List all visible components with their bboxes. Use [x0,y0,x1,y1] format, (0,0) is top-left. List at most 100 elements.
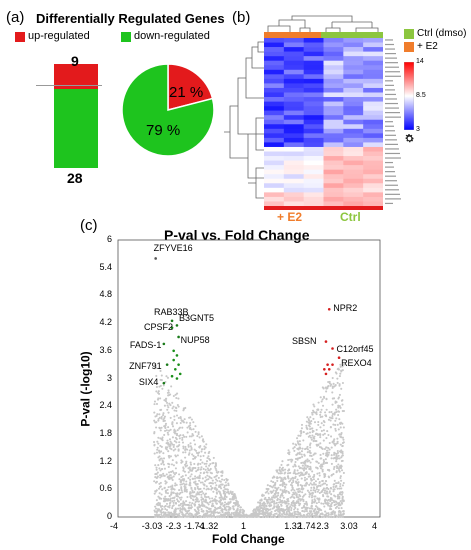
volcano-bg-point [330,462,333,465]
volcano-bg-point [270,490,273,493]
volcano-bg-point [296,458,299,461]
volcano-bg-point [301,473,304,476]
volcano-bg-point [233,493,236,496]
volcano-bg-point [297,491,300,494]
volcano-bg-point [217,490,220,493]
volcano-bg-point [214,463,218,466]
volcano-bg-point [172,496,176,500]
volcano-bg-point [180,487,183,490]
volcano-bg-point [330,446,333,449]
heatmap-cell [323,38,344,43]
heatmap-cell [343,201,364,206]
volcano-bg-point [332,510,335,513]
volcano-bg-point [193,504,196,507]
volcano-bg-point [332,483,335,486]
heatmap-cell [264,65,285,71]
volcano-bg-point [315,413,318,416]
volcano-bg-point [177,507,180,510]
volcano-bg-point [221,483,224,486]
heatmap-cell [283,78,304,84]
volcano-bg-point [211,499,214,502]
volcano-bg-point [205,512,208,515]
volcano-bg-point [225,496,228,499]
volcano-bg-point [312,439,315,443]
volcano-bg-point [270,480,273,483]
volcano-bg-point [317,501,321,504]
volcano-bg-point [175,407,178,410]
volcano-bg-point [322,452,325,455]
volcano-bg-point [211,497,214,500]
volcano-bg-point [167,450,170,453]
volcano-bg-point [281,492,284,495]
volcano-bg-point [153,367,156,370]
heatmap-row-label [385,143,398,145]
heatmap-cell [264,115,285,121]
volcano-bg-point [165,502,169,505]
volcano-bg-point [162,463,165,466]
volcano-bg-point [205,465,208,468]
volcano-bg-point [311,458,314,461]
volcano-bg-point [273,502,276,505]
volcano-bg-point [207,495,210,499]
volcano-bg-point [312,486,316,489]
volcano-label-sbsn: SBSN [291,335,317,346]
y-tick-label: 0 [106,511,112,521]
volcano-bg-point [172,449,175,452]
volcano-bg-point [309,465,312,468]
volcano-bg-point [214,467,217,470]
volcano-bg-point [268,505,271,508]
volcano-bg-point [204,476,207,479]
volcano-bg-point [165,442,168,445]
volcano-bg-point [223,486,226,489]
volcano-bg-point [295,481,298,484]
volcano-bg-point [174,484,177,487]
volcano-bg-point [183,490,186,493]
volcano-bg-point [228,501,231,504]
bar-baseline [36,85,102,86]
volcano-bg-point [178,443,181,447]
volcano-bg-point [319,413,322,416]
heatmap-cell [264,156,285,161]
volcano-bg-point [299,473,302,477]
heatmap-cell [264,169,285,175]
heatmap-cell [283,156,304,161]
volcano-bg-point [293,492,296,495]
volcano-bg-point [187,471,190,474]
heatmap-row-label [385,112,400,114]
y-tick-label: 3 [106,372,112,383]
volcano-bg-point [338,375,341,378]
volcano-bg-point [330,511,333,514]
volcano-bg-point [168,477,171,481]
volcano-bg-point [339,500,342,503]
volcano-bg-point [209,485,212,488]
volcano-bg-point [159,444,162,447]
heatmap-cell [323,101,344,107]
volcano-bg-point [220,509,223,512]
volcano-bg-point [161,508,164,511]
heatmap-cell [264,124,285,130]
volcano-bg-point [319,484,322,487]
volcano-bg-point [195,470,198,473]
volcano-bg-point [285,502,288,505]
heatmap-cell [323,110,344,116]
volcano-bg-point [156,475,159,478]
volcano-bg-point [176,392,179,395]
volcano-bg-point [313,452,316,455]
volcano-bg-point [330,410,333,414]
volcano-bg-point [187,506,190,509]
volcano-bg-point [297,443,300,446]
volcano-bg-point [183,470,186,473]
volcano-bg-point [174,501,178,505]
volcano-bg-point [311,470,314,473]
heatmap-cell [283,137,304,143]
volcano-bg-point [279,470,282,473]
volcano-bg-point [272,513,275,516]
volcano-bg-point [253,511,256,514]
gear-icon[interactable] [404,133,415,144]
volcano-bg-point [177,515,180,518]
volcano-bg-point [336,495,339,498]
volcano-bg-point [336,437,339,440]
heatmap-cell [283,174,304,180]
volcano-bg-point [341,513,345,516]
volcano-bg-point [191,489,194,492]
